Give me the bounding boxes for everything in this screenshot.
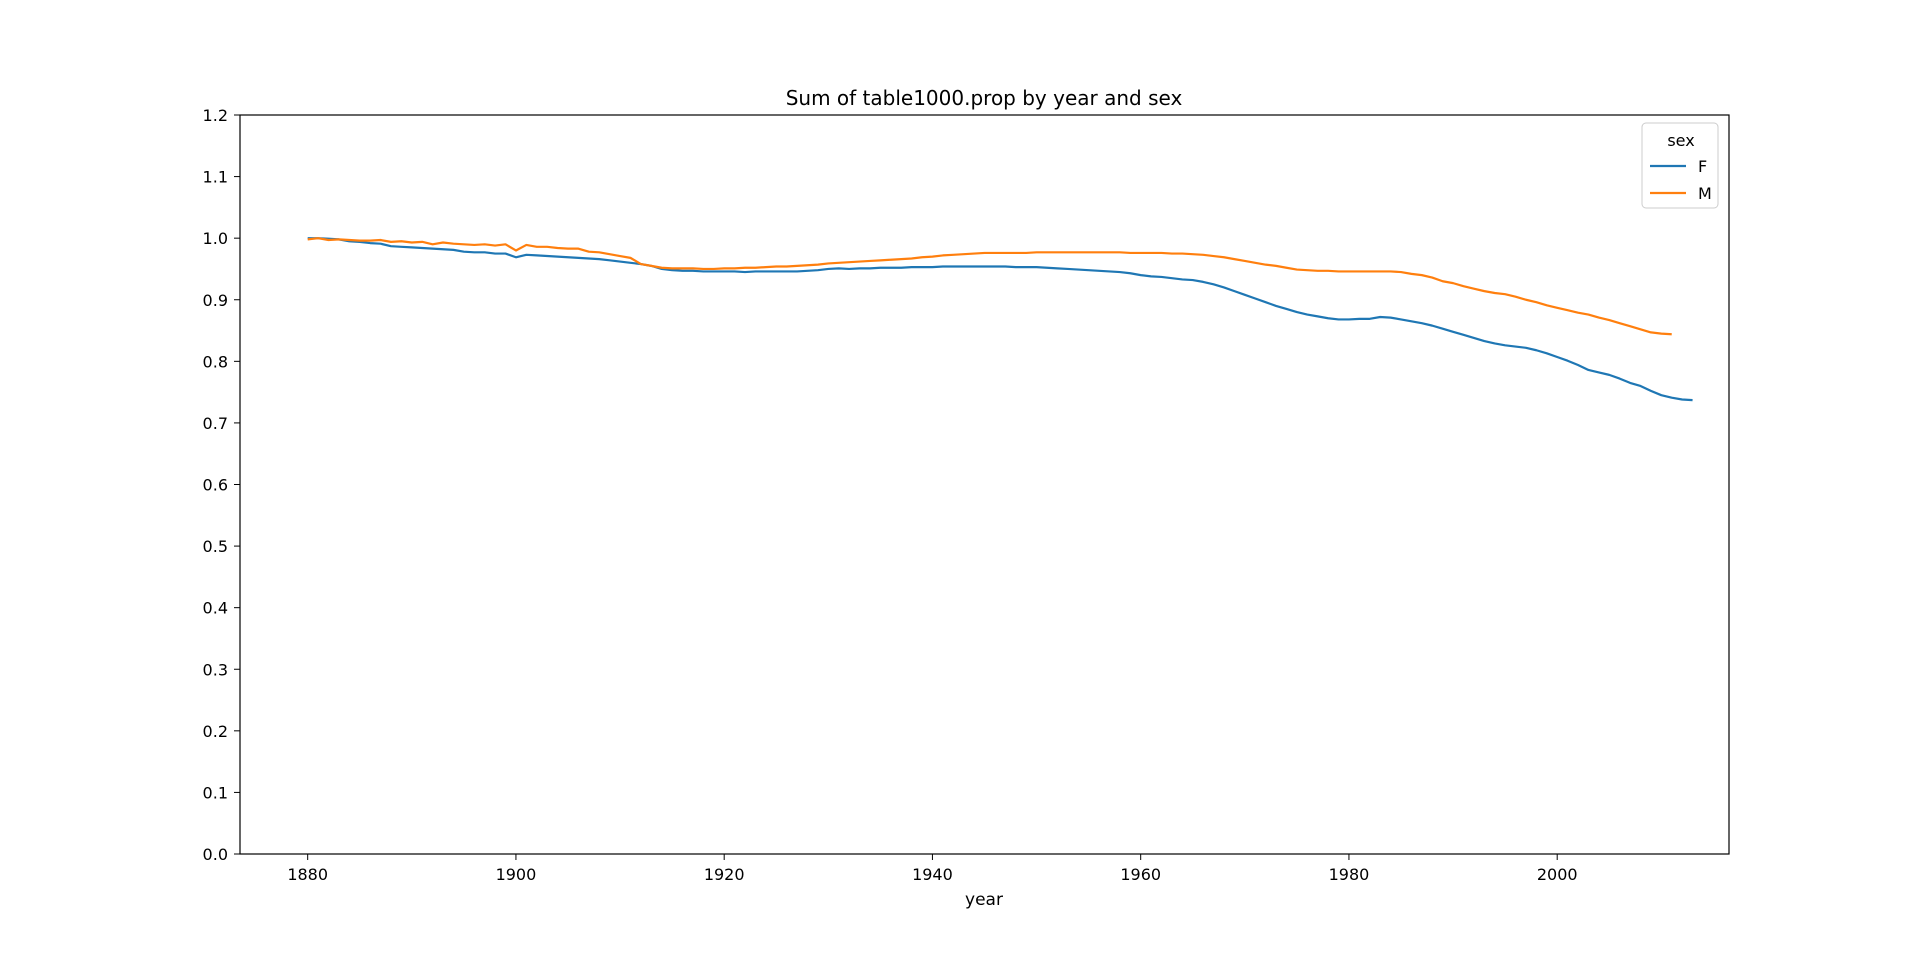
y-tick-label: 0.2 xyxy=(203,722,228,741)
legend-label-M: M xyxy=(1698,184,1712,203)
x-axis-ticks: 1880 1900 1920 1940 1960 1980 2000 xyxy=(287,854,1578,884)
y-tick-label: 1.0 xyxy=(203,229,228,248)
y-tick-label: 0.1 xyxy=(203,783,228,802)
x-axis-label: year xyxy=(965,890,1003,910)
y-axis-ticks: 0.0 0.1 0.2 0.3 0.4 0.5 0.6 0.7 0.8 0.9 1.0 1.1 1.2 xyxy=(203,106,240,864)
x-tick-label: 1980 xyxy=(1329,865,1370,884)
y-tick-label: 0.8 xyxy=(203,352,228,371)
y-tick-label: 0.9 xyxy=(203,291,228,310)
x-tick-label: 2000 xyxy=(1537,865,1578,884)
x-tick-label: 1880 xyxy=(287,865,328,884)
chart-title: Sum of table1000.prop by year and sex xyxy=(786,86,1183,110)
y-tick-label: 0.5 xyxy=(203,537,228,556)
series-lines xyxy=(307,237,1693,402)
y-tick-label: 1.1 xyxy=(203,168,228,187)
y-tick-label: 0.7 xyxy=(203,414,228,433)
legend-label-F: F xyxy=(1698,157,1707,176)
y-tick-label: 0.4 xyxy=(203,599,228,618)
legend-title: sex xyxy=(1667,131,1694,150)
legend-entries: FM xyxy=(1650,157,1712,203)
legend: sex FM xyxy=(1641,122,1719,209)
x-tick-label: 1920 xyxy=(704,865,745,884)
x-tick-label: 1960 xyxy=(1120,865,1161,884)
series-line-M xyxy=(307,237,1672,336)
y-tick-label: 1.2 xyxy=(203,106,228,125)
x-tick-label: 1940 xyxy=(912,865,953,884)
y-tick-label: 0.6 xyxy=(203,476,228,495)
x-tick-label: 1900 xyxy=(496,865,537,884)
y-tick-label: 0.3 xyxy=(203,660,228,679)
y-tick-label: 0.0 xyxy=(203,845,228,864)
plot-area-frame xyxy=(239,114,1730,855)
series-line-F xyxy=(307,237,1693,402)
